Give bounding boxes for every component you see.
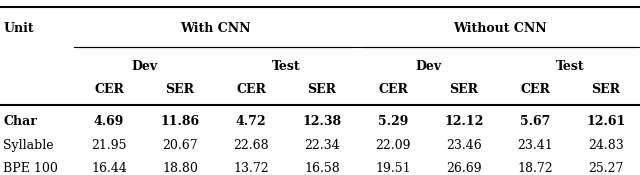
Text: SER: SER: [166, 83, 195, 96]
Text: 12.12: 12.12: [444, 115, 484, 128]
Text: 5.67: 5.67: [520, 115, 550, 128]
Text: 13.72: 13.72: [233, 162, 269, 175]
Text: Unit: Unit: [3, 22, 34, 34]
Text: 22.09: 22.09: [375, 139, 411, 152]
Text: CER: CER: [236, 83, 266, 96]
Text: 21.95: 21.95: [92, 139, 127, 152]
Text: 4.72: 4.72: [236, 115, 266, 128]
Text: 4.69: 4.69: [94, 115, 124, 128]
Text: SER: SER: [591, 83, 620, 96]
Text: Test: Test: [556, 60, 585, 73]
Text: 25.27: 25.27: [588, 162, 623, 175]
Text: With CNN: With CNN: [180, 22, 251, 34]
Text: 11.86: 11.86: [161, 115, 200, 128]
Text: 16.44: 16.44: [91, 162, 127, 175]
Text: CER: CER: [520, 83, 550, 96]
Text: 20.67: 20.67: [163, 139, 198, 152]
Text: BPE 100: BPE 100: [3, 162, 58, 175]
Text: 26.69: 26.69: [446, 162, 482, 175]
Text: 5.29: 5.29: [378, 115, 408, 128]
Text: 18.80: 18.80: [162, 162, 198, 175]
Text: 23.41: 23.41: [517, 139, 553, 152]
Text: CER: CER: [94, 83, 124, 96]
Text: Dev: Dev: [415, 60, 442, 73]
Text: 12.61: 12.61: [586, 115, 625, 128]
Text: CER: CER: [378, 83, 408, 96]
Text: Test: Test: [272, 60, 301, 73]
Text: 22.68: 22.68: [233, 139, 269, 152]
Text: 19.51: 19.51: [375, 162, 411, 175]
Text: 23.46: 23.46: [446, 139, 482, 152]
Text: Syllable: Syllable: [3, 139, 54, 152]
Text: SER: SER: [307, 83, 337, 96]
Text: Char: Char: [3, 115, 37, 128]
Text: 24.83: 24.83: [588, 139, 624, 152]
Text: Without CNN: Without CNN: [452, 22, 547, 34]
Text: SER: SER: [449, 83, 479, 96]
Text: 16.58: 16.58: [304, 162, 340, 175]
Text: 12.38: 12.38: [303, 115, 342, 128]
Text: 22.34: 22.34: [304, 139, 340, 152]
Text: Dev: Dev: [131, 60, 157, 73]
Text: 18.72: 18.72: [517, 162, 553, 175]
